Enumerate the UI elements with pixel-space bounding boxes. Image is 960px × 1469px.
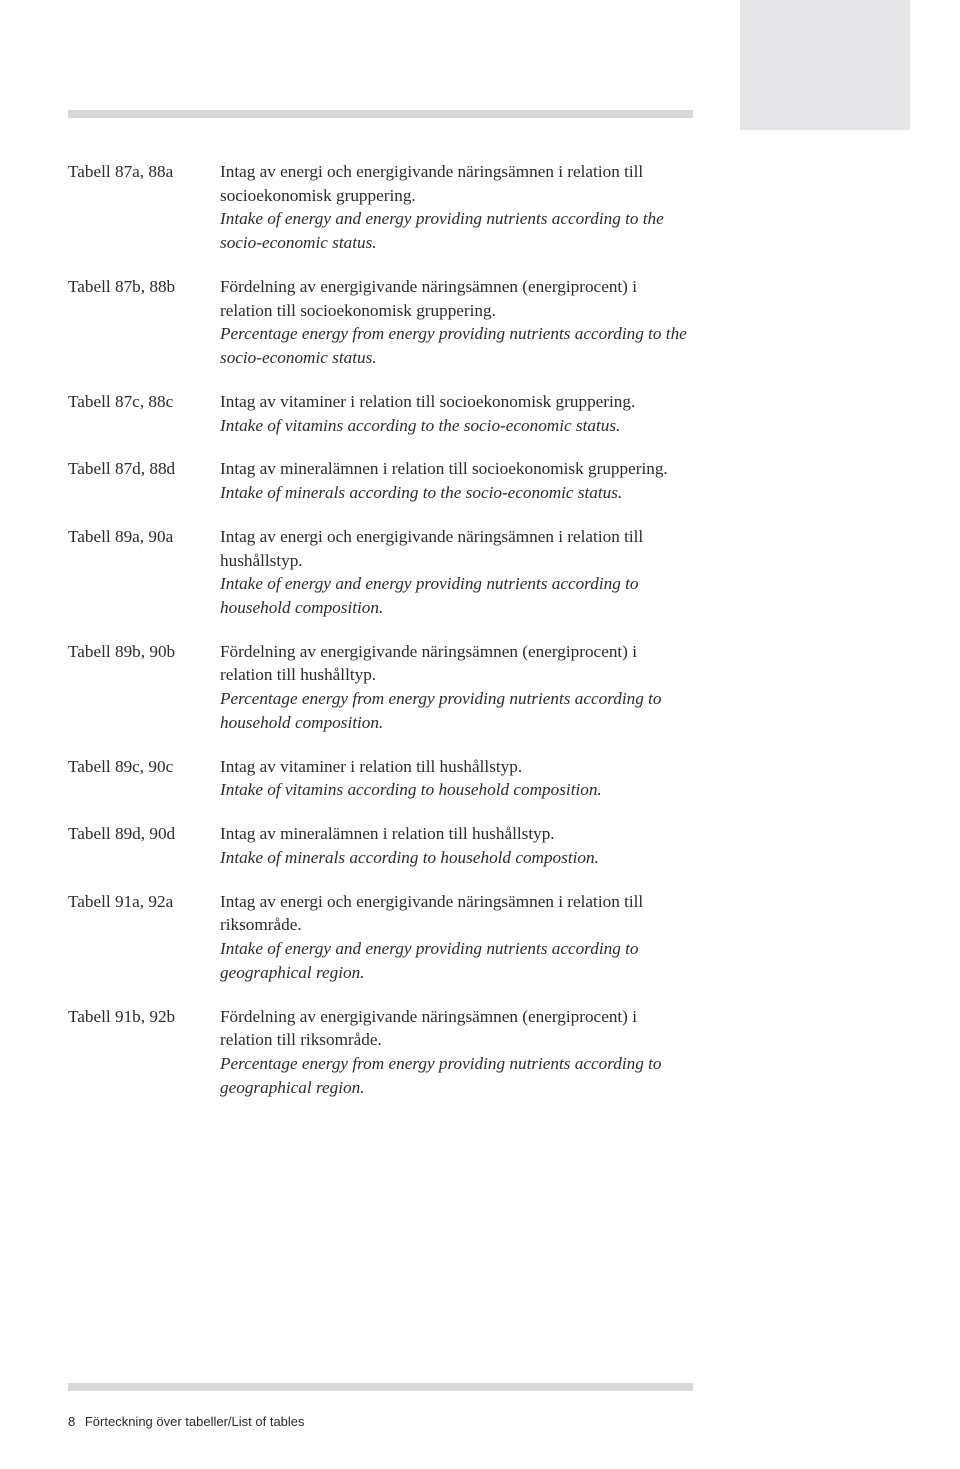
entry-desc-english: Percentage energy from energy providing … <box>220 324 687 367</box>
entry-desc-swedish: Intag av mineralämnen i relation till hu… <box>220 824 555 843</box>
entry-label: Tabell 87b, 88b <box>68 275 220 370</box>
table-entry: Tabell 89c, 90cIntag av vitaminer i rela… <box>68 755 693 802</box>
entry-description: Intag av mineralämnen i relation till hu… <box>220 822 693 869</box>
entry-desc-english: Intake of energy and energy providing nu… <box>220 209 664 252</box>
entry-label: Tabell 89a, 90a <box>68 525 220 620</box>
entry-description: Fördelning av energigivande näringsämnen… <box>220 1005 693 1100</box>
footer-text: Förteckning över tabeller/List of tables <box>85 1414 305 1429</box>
entry-desc-english: Intake of energy and energy providing nu… <box>220 939 638 982</box>
table-entry: Tabell 91a, 92aIntag av energi och energ… <box>68 890 693 985</box>
table-entry: Tabell 87d, 88dIntag av mineralämnen i r… <box>68 457 693 504</box>
entry-desc-english: Percentage energy from energy providing … <box>220 689 662 732</box>
table-entry: Tabell 89a, 90aIntag av energi och energ… <box>68 525 693 620</box>
entry-desc-swedish: Fördelning av energigivande näringsämnen… <box>220 1007 637 1050</box>
page-content: Tabell 87a, 88aIntag av energi och energ… <box>0 0 960 1100</box>
entry-desc-english: Intake of vitamins according to househol… <box>220 780 602 799</box>
table-entry: Tabell 87a, 88aIntag av energi och energ… <box>68 160 693 255</box>
entry-desc-swedish: Fördelning av energigivande näringsämnen… <box>220 642 637 685</box>
entry-label: Tabell 91a, 92a <box>68 890 220 985</box>
entry-desc-swedish: Intag av mineralämnen i relation till so… <box>220 459 668 478</box>
header-sidebar-block <box>740 0 910 130</box>
entry-label: Tabell 87a, 88a <box>68 160 220 255</box>
entry-label: Tabell 87c, 88c <box>68 390 220 437</box>
entry-desc-english: Percentage energy from energy providing … <box>220 1054 662 1097</box>
entry-description: Intag av vitaminer i relation till socio… <box>220 390 693 437</box>
table-entry: Tabell 87c, 88cIntag av vitaminer i rela… <box>68 390 693 437</box>
entry-label: Tabell 89c, 90c <box>68 755 220 802</box>
table-entry: Tabell 91b, 92bFördelning av energigivan… <box>68 1005 693 1100</box>
table-entry: Tabell 89d, 90dIntag av mineralämnen i r… <box>68 822 693 869</box>
entry-description: Fördelning av energigivande näringsämnen… <box>220 275 693 370</box>
entry-label: Tabell 91b, 92b <box>68 1005 220 1100</box>
entry-description: Intag av mineralämnen i relation till so… <box>220 457 693 504</box>
entry-desc-swedish: Intag av energi och energigivande näring… <box>220 527 643 570</box>
entry-desc-english: Intake of minerals according to househol… <box>220 848 599 867</box>
entry-desc-swedish: Intag av vitaminer i relation till socio… <box>220 392 635 411</box>
entry-desc-english: Intake of energy and energy providing nu… <box>220 574 638 617</box>
entry-desc-english: Intake of minerals according to the soci… <box>220 483 622 502</box>
bottom-horizontal-rule <box>68 1383 693 1391</box>
page-number: 8 <box>68 1414 75 1429</box>
entry-description: Intag av energi och energigivande näring… <box>220 890 693 985</box>
entry-desc-swedish: Intag av energi och energigivande näring… <box>220 892 643 935</box>
page-footer: 8 Förteckning över tabeller/List of tabl… <box>68 1414 305 1429</box>
entry-description: Intag av vitaminer i relation till hushå… <box>220 755 693 802</box>
entry-description: Fördelning av energigivande näringsämnen… <box>220 640 693 735</box>
entry-desc-swedish: Intag av vitaminer i relation till hushå… <box>220 757 522 776</box>
entry-label: Tabell 87d, 88d <box>68 457 220 504</box>
entry-label: Tabell 89d, 90d <box>68 822 220 869</box>
entry-description: Intag av energi och energigivande näring… <box>220 160 693 255</box>
entry-description: Intag av energi och energigivande näring… <box>220 525 693 620</box>
entry-desc-english: Intake of vitamins according to the soci… <box>220 416 620 435</box>
table-entry: Tabell 87b, 88bFördelning av energigivan… <box>68 275 693 370</box>
top-horizontal-rule <box>68 110 693 118</box>
table-list: Tabell 87a, 88aIntag av energi och energ… <box>68 160 693 1100</box>
entry-desc-swedish: Intag av energi och energigivande näring… <box>220 162 643 205</box>
entry-desc-swedish: Fördelning av energigivande näringsämnen… <box>220 277 637 320</box>
table-entry: Tabell 89b, 90bFördelning av energigivan… <box>68 640 693 735</box>
entry-label: Tabell 89b, 90b <box>68 640 220 735</box>
